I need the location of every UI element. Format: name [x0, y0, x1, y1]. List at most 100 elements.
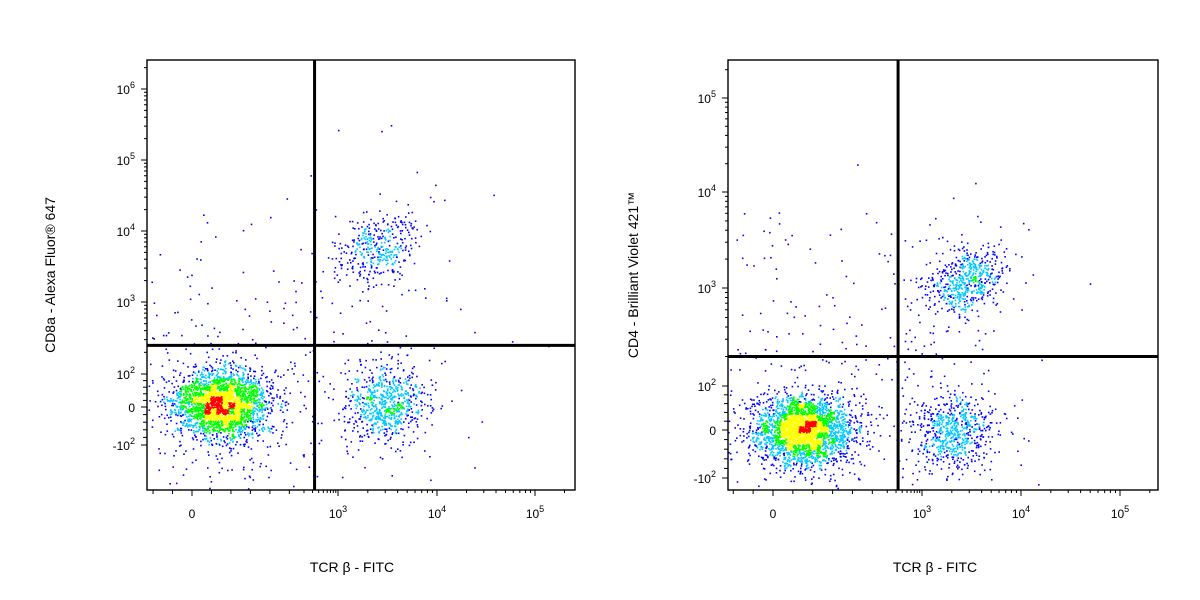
data-point: [216, 418, 219, 420]
data-point: [256, 357, 258, 360]
data-point: [239, 389, 241, 392]
data-point: [278, 281, 280, 283]
data-point: [820, 436, 822, 438]
data-point: [331, 241, 334, 244]
data-point: [787, 409, 789, 411]
data-point: [363, 379, 366, 381]
data-point: [779, 434, 781, 437]
data-point: [270, 384, 273, 387]
data-point: [230, 412, 233, 415]
data-point: [368, 230, 370, 233]
data-point: [380, 237, 383, 240]
data-point: [206, 411, 208, 413]
data-point: [369, 234, 372, 237]
data-point: [224, 409, 227, 412]
data-point: [271, 425, 274, 428]
data-point: [239, 384, 241, 386]
data-point: [792, 404, 795, 406]
data-point: [370, 218, 372, 221]
data-point: [194, 430, 197, 433]
data-point: [183, 376, 185, 379]
data-point: [402, 428, 404, 431]
data-point: [169, 483, 171, 485]
data-point: [178, 393, 181, 395]
data-point: [180, 393, 183, 396]
data-point: [220, 359, 222, 361]
data-point: [255, 381, 257, 383]
data-point: [346, 445, 348, 448]
data-point: [376, 263, 379, 266]
data-point: [382, 428, 384, 431]
data-point: [378, 385, 380, 387]
data-point: [186, 401, 189, 404]
y-tick-label: 106: [117, 80, 135, 97]
data-point: [405, 410, 408, 413]
data-point: [365, 430, 368, 432]
data-point: [378, 411, 381, 413]
data-point: [749, 413, 752, 415]
data-point: [789, 440, 792, 443]
data-point: [406, 402, 409, 404]
data-point: [164, 405, 167, 408]
data-point: [354, 228, 356, 230]
data-point: [791, 407, 793, 410]
data-point: [208, 389, 210, 391]
data-point: [294, 365, 296, 367]
data-point: [226, 438, 229, 440]
data-point: [215, 378, 218, 381]
data-point: [236, 373, 238, 376]
data-point: [841, 416, 844, 418]
data-point: [201, 399, 204, 402]
data-point: [386, 214, 388, 216]
data-point: [230, 384, 232, 387]
data-point: [204, 429, 206, 432]
data-point: [228, 409, 230, 411]
data-point: [204, 387, 206, 390]
data-point: [365, 236, 367, 238]
data-point: [396, 405, 398, 407]
data-point: [204, 400, 206, 402]
data-point: [261, 394, 264, 396]
data-point: [216, 408, 219, 411]
data-point: [333, 388, 335, 390]
data-point: [349, 259, 351, 261]
data-point: [383, 258, 385, 260]
data-point: [243, 390, 246, 393]
data-point: [262, 392, 264, 394]
data-point: [363, 237, 365, 239]
data-point: [269, 407, 272, 410]
data-point: [821, 445, 824, 447]
data-point: [256, 414, 259, 416]
data-point: [216, 435, 218, 437]
data-point: [335, 257, 338, 260]
data-point: [264, 407, 266, 409]
data-point: [186, 276, 189, 278]
data-point: [236, 408, 239, 410]
data-point: [388, 391, 391, 394]
data-point: [178, 396, 180, 399]
data-point: [244, 477, 246, 480]
data-point: [362, 291, 364, 293]
data-point: [373, 422, 376, 425]
data-point: [238, 382, 241, 385]
data-point: [364, 416, 367, 419]
data-point: [370, 260, 372, 262]
data-point: [226, 428, 228, 430]
data-point: [369, 258, 372, 260]
data-point: [283, 374, 285, 376]
data-point: [241, 409, 244, 411]
data-point: [212, 419, 215, 421]
data-point: [216, 404, 218, 406]
data-point: [224, 389, 227, 391]
data-point: [386, 247, 388, 250]
data-point: [376, 384, 379, 387]
data-point: [193, 407, 196, 410]
data-point: [404, 418, 407, 420]
data-point: [241, 402, 244, 405]
data-point: [842, 445, 844, 448]
data-point: [257, 401, 260, 404]
data-point: [201, 324, 203, 326]
data-point: [205, 387, 208, 390]
data-point: [219, 393, 222, 395]
data-point: [256, 383, 259, 385]
